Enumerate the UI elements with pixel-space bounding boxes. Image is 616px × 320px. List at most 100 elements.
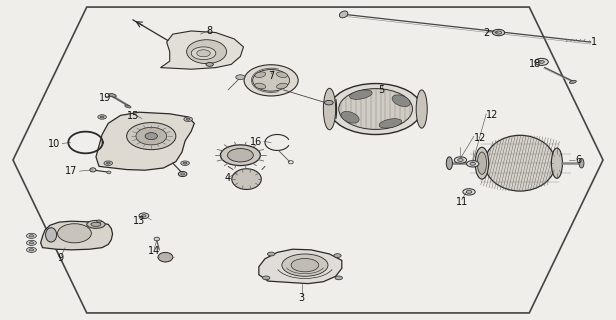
Polygon shape xyxy=(259,249,342,284)
Ellipse shape xyxy=(277,72,288,77)
Ellipse shape xyxy=(180,161,189,165)
Ellipse shape xyxy=(136,127,167,145)
Ellipse shape xyxy=(206,62,213,66)
Ellipse shape xyxy=(466,161,479,167)
Ellipse shape xyxy=(349,90,372,100)
Ellipse shape xyxy=(325,100,333,105)
Ellipse shape xyxy=(145,132,158,140)
Ellipse shape xyxy=(26,240,36,245)
Ellipse shape xyxy=(446,157,452,170)
Ellipse shape xyxy=(569,80,577,84)
Ellipse shape xyxy=(255,72,265,77)
Ellipse shape xyxy=(458,159,463,161)
Ellipse shape xyxy=(339,11,348,18)
Ellipse shape xyxy=(495,31,501,34)
Ellipse shape xyxy=(466,190,472,193)
Ellipse shape xyxy=(255,83,265,89)
Ellipse shape xyxy=(379,119,402,128)
Text: 5: 5 xyxy=(379,85,385,95)
Ellipse shape xyxy=(463,189,475,195)
Ellipse shape xyxy=(186,118,190,120)
Ellipse shape xyxy=(341,111,359,123)
Ellipse shape xyxy=(334,254,341,258)
Text: 13: 13 xyxy=(133,216,145,226)
Ellipse shape xyxy=(535,58,548,65)
Text: 1: 1 xyxy=(591,37,597,47)
Ellipse shape xyxy=(26,247,36,252)
Ellipse shape xyxy=(392,95,410,107)
Ellipse shape xyxy=(282,254,328,276)
Text: 19: 19 xyxy=(99,93,111,103)
Text: 18: 18 xyxy=(529,60,541,69)
Ellipse shape xyxy=(139,213,149,219)
Polygon shape xyxy=(41,221,113,250)
Ellipse shape xyxy=(253,69,290,91)
Text: 11: 11 xyxy=(455,197,468,207)
Ellipse shape xyxy=(98,115,107,119)
Ellipse shape xyxy=(109,93,116,97)
Text: 10: 10 xyxy=(48,139,60,149)
Ellipse shape xyxy=(291,259,318,272)
Ellipse shape xyxy=(90,168,96,172)
Ellipse shape xyxy=(107,171,111,174)
Text: 15: 15 xyxy=(127,111,139,121)
Ellipse shape xyxy=(178,172,187,177)
Text: 12: 12 xyxy=(474,133,486,143)
Ellipse shape xyxy=(91,222,101,227)
Ellipse shape xyxy=(539,60,545,63)
Ellipse shape xyxy=(475,147,488,179)
Ellipse shape xyxy=(87,220,105,228)
Ellipse shape xyxy=(154,237,160,241)
Ellipse shape xyxy=(221,145,261,165)
Ellipse shape xyxy=(107,162,110,164)
Ellipse shape xyxy=(46,228,57,242)
Ellipse shape xyxy=(57,224,91,243)
Text: 6: 6 xyxy=(575,155,582,165)
Ellipse shape xyxy=(330,84,422,134)
Ellipse shape xyxy=(30,235,34,237)
Ellipse shape xyxy=(183,162,187,164)
Text: 12: 12 xyxy=(486,110,498,120)
Ellipse shape xyxy=(227,148,253,162)
Polygon shape xyxy=(13,7,603,313)
Ellipse shape xyxy=(100,116,104,118)
Ellipse shape xyxy=(492,29,505,36)
Text: 7: 7 xyxy=(268,71,274,81)
Ellipse shape xyxy=(187,40,227,64)
Ellipse shape xyxy=(470,162,476,165)
Ellipse shape xyxy=(127,123,176,150)
Text: 4: 4 xyxy=(225,172,231,182)
Ellipse shape xyxy=(142,214,146,217)
Ellipse shape xyxy=(158,252,172,262)
Ellipse shape xyxy=(267,252,275,256)
Ellipse shape xyxy=(30,242,34,244)
Ellipse shape xyxy=(335,276,342,280)
Ellipse shape xyxy=(454,157,466,163)
Ellipse shape xyxy=(104,161,113,165)
Ellipse shape xyxy=(191,47,216,60)
Ellipse shape xyxy=(416,90,428,128)
Text: 8: 8 xyxy=(206,26,213,36)
Ellipse shape xyxy=(323,88,336,130)
Ellipse shape xyxy=(232,169,261,189)
Text: 14: 14 xyxy=(148,246,161,256)
Text: 17: 17 xyxy=(65,166,78,176)
Ellipse shape xyxy=(26,233,36,238)
Ellipse shape xyxy=(579,158,584,168)
Ellipse shape xyxy=(30,249,34,251)
Ellipse shape xyxy=(97,220,102,222)
Ellipse shape xyxy=(339,89,413,129)
Text: 3: 3 xyxy=(299,293,305,303)
Ellipse shape xyxy=(244,65,298,96)
Ellipse shape xyxy=(180,173,184,175)
Polygon shape xyxy=(96,112,194,170)
Polygon shape xyxy=(161,31,243,69)
Ellipse shape xyxy=(184,117,192,122)
Ellipse shape xyxy=(125,105,131,108)
Ellipse shape xyxy=(551,148,562,178)
Text: 16: 16 xyxy=(249,138,262,148)
Ellipse shape xyxy=(277,83,288,89)
Ellipse shape xyxy=(262,276,270,280)
Ellipse shape xyxy=(485,135,556,191)
Ellipse shape xyxy=(477,152,487,174)
